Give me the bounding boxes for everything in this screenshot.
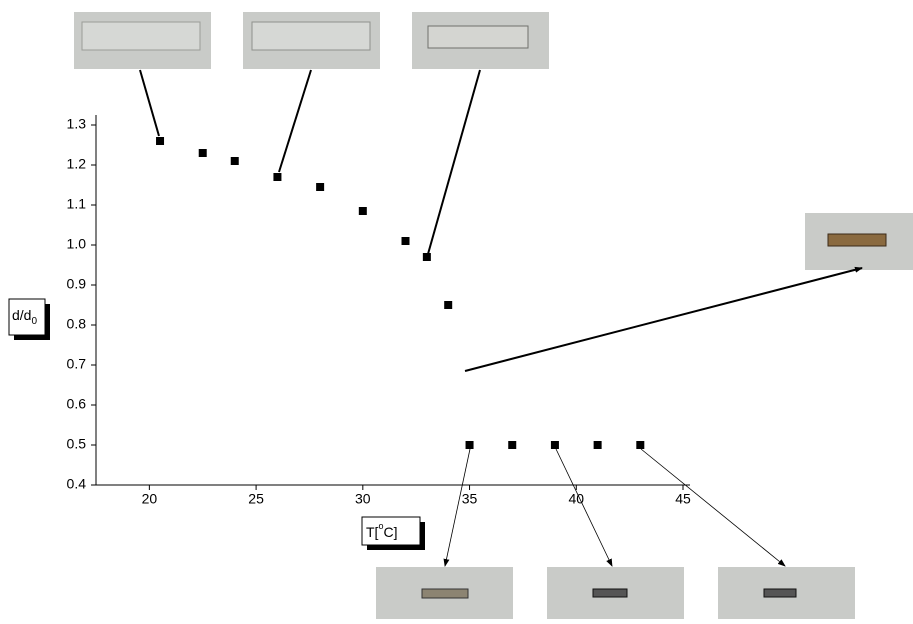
x-label-part: C] <box>383 524 397 540</box>
point <box>594 441 602 449</box>
point <box>466 441 474 449</box>
crystal <box>252 22 370 50</box>
y-tick-label: 0.7 <box>67 356 87 372</box>
arrow <box>279 70 311 172</box>
arrow <box>140 70 159 136</box>
point <box>359 207 367 215</box>
arrow <box>556 449 612 566</box>
x-tick-label: 25 <box>248 491 264 507</box>
x-tick-label: 40 <box>568 491 584 507</box>
point <box>231 157 239 165</box>
y-tick-label: 0.6 <box>67 396 87 412</box>
y-tick-label: 1.1 <box>67 196 87 212</box>
y-tick-label: 0.4 <box>67 476 87 492</box>
point <box>402 237 410 245</box>
crystal <box>422 589 468 598</box>
crystal <box>82 22 200 50</box>
y-tick-label: 0.8 <box>67 316 87 332</box>
point <box>551 441 559 449</box>
point <box>156 137 164 145</box>
arrow <box>428 70 480 254</box>
point <box>273 173 281 181</box>
x-tick-label: 30 <box>355 491 371 507</box>
crystal <box>764 589 796 597</box>
x-tick-label: 45 <box>675 491 691 507</box>
x-tick-label: 20 <box>142 491 158 507</box>
x-label-part: T[ <box>366 524 379 540</box>
crystal <box>828 234 886 246</box>
crystal <box>428 26 528 48</box>
arrow <box>465 268 862 371</box>
photos <box>74 12 913 619</box>
arrow <box>445 449 470 566</box>
y-tick-label: 0.9 <box>67 276 87 292</box>
point <box>316 183 324 191</box>
y-label-sub: 0 <box>31 316 37 327</box>
y-tick-label: 0.5 <box>67 436 87 452</box>
y-label-main: d/d <box>12 307 31 323</box>
point <box>508 441 516 449</box>
y-tick-label: 1.2 <box>67 156 87 172</box>
point <box>444 301 452 309</box>
y-tick-label: 1.3 <box>67 116 87 132</box>
point <box>636 441 644 449</box>
crystal <box>593 589 627 597</box>
x-tick-label: 35 <box>462 491 478 507</box>
point <box>423 253 431 261</box>
point <box>199 149 207 157</box>
y-tick-label: 1.0 <box>67 236 87 252</box>
arrow <box>641 449 785 566</box>
chart: d/d0 T[oC] 0.40.50.60.70.80.91.01.11.21.… <box>0 0 913 619</box>
